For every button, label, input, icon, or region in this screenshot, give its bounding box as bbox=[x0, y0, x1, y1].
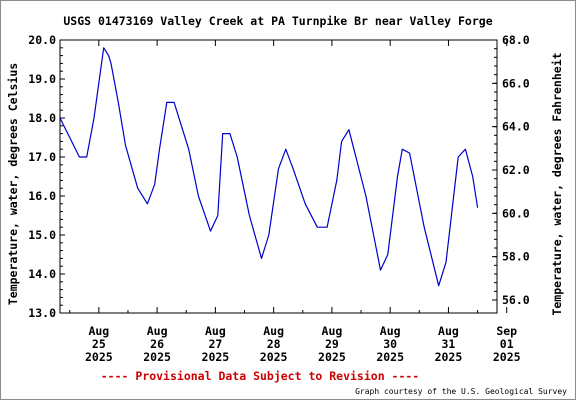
y-right-tick-label: 68.0 bbox=[502, 33, 530, 47]
y-right-tick-label: 56.0 bbox=[502, 293, 530, 307]
x-tick-label-month: Aug bbox=[263, 324, 284, 338]
series-layer bbox=[59, 47, 479, 287]
x-tick-label-month: Aug bbox=[88, 324, 109, 338]
x-tick-label-month: Aug bbox=[147, 324, 168, 338]
x-tick-label-day: 26 bbox=[150, 337, 164, 351]
x-tick-label-year: 2025 bbox=[435, 350, 463, 364]
y-left-tick-label: 14.0 bbox=[28, 267, 56, 281]
plot-area bbox=[59, 39, 498, 314]
x-tick-label-month: Aug bbox=[438, 324, 459, 338]
y-axis-left: 13.0 14.0 15.0 16.0 17.0 18.0 19.0 20.0 bbox=[28, 33, 65, 320]
provisional-notice: ---- Provisional Data Subject to Revisio… bbox=[101, 369, 420, 383]
y-left-tick-label: 18.0 bbox=[28, 111, 56, 125]
y-right-tick-label: 66.0 bbox=[502, 76, 530, 90]
x-tick-label-day: 28 bbox=[267, 337, 281, 351]
y-right-tick-label: 60.0 bbox=[502, 206, 530, 220]
y-left-tick-label: 16.0 bbox=[28, 189, 56, 203]
y-left-tick-label: 20.0 bbox=[28, 33, 56, 47]
x-tick-label-day: 01 bbox=[500, 337, 514, 351]
y-right-tick-label: 62.0 bbox=[502, 163, 530, 177]
y-axis-left-label: Temperature, water, degrees Celsius bbox=[6, 63, 20, 305]
x-tick-label-day: 29 bbox=[325, 337, 339, 351]
chart-title: USGS 01473169 Valley Creek at PA Turnpik… bbox=[63, 14, 492, 28]
y-left-tick-label: 15.0 bbox=[28, 228, 56, 242]
x-tick-label-year: 2025 bbox=[318, 350, 346, 364]
credit-text: Graph courtesy of the U.S. Geological Su… bbox=[355, 387, 567, 396]
y-axis-right-label: Temperature, water, degrees Fahrenheit bbox=[550, 52, 564, 315]
x-tick-label-month: Aug bbox=[322, 324, 343, 338]
x-tick-label-year: 2025 bbox=[202, 350, 230, 364]
y-left-tick-label: 13.0 bbox=[28, 306, 56, 320]
temperature-series-line bbox=[59, 47, 479, 287]
x-tick-label-year: 2025 bbox=[376, 350, 404, 364]
x-tick-label-year: 2025 bbox=[260, 350, 288, 364]
x-tick-label-day: 25 bbox=[92, 337, 106, 351]
y-left-tick-label: 19.0 bbox=[28, 72, 56, 86]
x-tick-label-year: 2025 bbox=[85, 350, 113, 364]
x-tick-label-day: 30 bbox=[383, 337, 397, 351]
x-tick-label-year: 2025 bbox=[493, 350, 521, 364]
x-axis: Aug252025Aug262025Aug272025Aug282025Aug2… bbox=[69, 40, 521, 364]
y-left-tick-label: 17.0 bbox=[28, 150, 56, 164]
x-tick-label-month: Aug bbox=[380, 324, 401, 338]
x-tick-label-month: Sep bbox=[496, 324, 517, 338]
y-right-tick-label: 64.0 bbox=[502, 120, 530, 134]
x-tick-label-day: 27 bbox=[208, 337, 222, 351]
x-tick-label-year: 2025 bbox=[143, 350, 171, 364]
y-right-tick-label: 58.0 bbox=[502, 250, 530, 264]
x-tick-label-month: Aug bbox=[205, 324, 226, 338]
x-tick-label-day: 31 bbox=[442, 337, 456, 351]
y-axis-right: 56.0 58.0 60.0 62.0 64.0 66.0 68.0 bbox=[492, 33, 530, 307]
